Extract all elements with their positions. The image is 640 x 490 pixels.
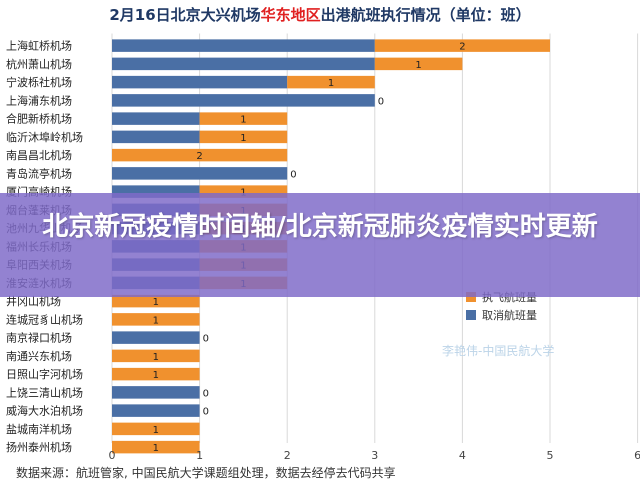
data-label: 2 (459, 42, 465, 53)
title-suffix: 出港航班执行情况（单位：班） (320, 6, 531, 24)
overlay-banner: 北京新冠疫情时间轴/北京新冠肺炎疫情实时更新 (0, 193, 640, 297)
data-label: 0 (203, 334, 209, 345)
data-label: 1 (328, 78, 334, 89)
data-label: 0 (203, 407, 209, 418)
bar-cancelled (112, 130, 200, 144)
category-label: 井冈山机场 (6, 294, 61, 308)
category-label: 南京禄口机场 (6, 331, 72, 345)
x-tick-label: 1 (196, 449, 203, 462)
bar-executed (112, 313, 200, 326)
category-label: 合肥新桥机场 (6, 112, 72, 126)
bar-cancelled (112, 331, 200, 344)
banner-text: 北京新冠疫情时间轴/北京新冠肺炎疫情实时更新 (42, 212, 598, 242)
data-label: 1 (240, 115, 246, 126)
data-label: 1 (153, 352, 159, 363)
data-label: 1 (153, 297, 159, 308)
category-label: 日照山字河机场 (6, 367, 83, 381)
data-label: 2 (196, 151, 202, 162)
title-highlight: 华东地区 (260, 6, 321, 24)
category-label: 上海虹桥机场 (6, 39, 72, 53)
x-tick-label: 6 (634, 449, 640, 462)
bar-executed (374, 57, 463, 71)
title-prefix: 2月16日北京大兴机场 (109, 6, 261, 24)
bar-executed (112, 367, 200, 381)
bar-executed (112, 294, 200, 308)
data-label: 1 (415, 60, 421, 71)
category-label: 盐城南洋机场 (6, 422, 72, 436)
x-tick-label: 4 (459, 449, 466, 462)
category-label: 宁波栎社机场 (6, 75, 72, 89)
category-label: 扬州泰州机场 (6, 440, 72, 454)
bar-executed (374, 39, 550, 52)
bar-cancelled (112, 112, 200, 125)
data-label: 0 (378, 96, 384, 107)
bar-cancelled (112, 404, 200, 417)
legend-swatch (466, 292, 476, 302)
data-label: 1 (153, 425, 159, 436)
x-tick-labels: 0 1 2 3 4 5 6 (109, 449, 640, 462)
bar-executed (112, 148, 288, 162)
category-label: 临沂沐埠岭机场 (6, 130, 83, 144)
category-label: 上饶三清山机场 (6, 385, 83, 399)
data-label: 0 (290, 169, 296, 180)
category-label: 青岛流亭机场 (6, 166, 72, 180)
data-label: 1 (153, 315, 159, 326)
bar-executed (199, 112, 288, 125)
data-label: 1 (153, 443, 159, 454)
category-label: 南昌昌北机场 (6, 148, 72, 162)
watermark-text: 李艳伟-中国民航大学 (442, 344, 555, 358)
category-label: 连城冠豸山机场 (6, 312, 83, 326)
bar-cancelled (112, 167, 288, 180)
category-label: 南通兴东机场 (6, 349, 72, 363)
category-label: 杭州萧山机场 (6, 57, 72, 71)
x-tick-label: 3 (371, 449, 378, 462)
x-tick-label: 0 (109, 449, 116, 462)
bar-executed (199, 130, 288, 144)
data-label: 1 (153, 370, 159, 381)
data-label: 0 (203, 388, 209, 399)
bar-executed (112, 440, 200, 454)
x-tick-label: 2 (284, 449, 291, 462)
bar-executed (287, 75, 375, 89)
bar-cancelled (112, 386, 200, 399)
bar-executed (112, 422, 200, 436)
legend-swatch (466, 310, 476, 320)
category-label: 威海大水泊机场 (6, 404, 83, 418)
category-label: 上海浦东机场 (6, 93, 72, 107)
bar-executed (112, 349, 200, 363)
bar-cancelled (112, 94, 375, 107)
data-label: 1 (240, 133, 246, 144)
source-note: 数据来源：航班管家, 中国民航大学课题组处理，数据去经停去代码共享 (16, 466, 396, 480)
bar-cancelled (112, 57, 375, 71)
x-tick-label: 5 (547, 449, 554, 462)
bar-cancelled (112, 39, 375, 52)
bar-cancelled (112, 75, 288, 89)
chart-title: 2月16日北京大兴机场华东地区出港航班执行情况（单位：班） (0, 4, 640, 25)
legend-label: 取消航班量 (482, 308, 537, 322)
